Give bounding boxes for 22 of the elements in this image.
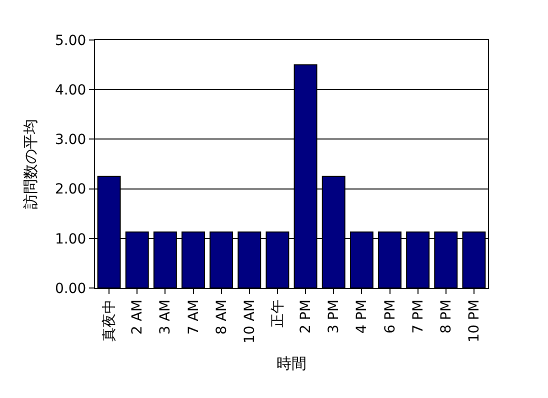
x-tick-label: 8 PM [438,300,454,334]
x-tick-label: 2 AM [130,300,146,335]
y-tick-label: 5.00 [55,32,86,49]
x-tick-label: 8 AM [214,300,230,335]
y-tick-label: 2.00 [55,182,86,198]
y-tick-label: 1.00 [55,231,86,248]
x-tick-label: 3 PM [326,300,342,334]
x-tick-label: 3 AM [158,300,174,335]
x-tick-label: 4 PM [354,300,370,334]
x-tick-label: 正午 [270,300,286,328]
x-tick-label: 6 PM [382,300,398,334]
x-tick-label: 7 AM [186,300,202,335]
y-tick-label: 3.00 [55,132,86,148]
y-axis-title: 訪問数の平均 [21,119,40,209]
y-tick-label: 0.00 [55,280,86,297]
x-tick-label: 真夜中 [102,300,118,342]
x-tick-label: 2 PM [298,300,314,334]
x-tick-label: 7 PM [410,300,426,334]
x-tick-label: 10 AM [242,300,258,344]
y-tick-label: 4.00 [55,82,86,98]
x-tick-label: 10 PM [466,300,483,342]
x-axis-title: 時間 [276,354,306,373]
